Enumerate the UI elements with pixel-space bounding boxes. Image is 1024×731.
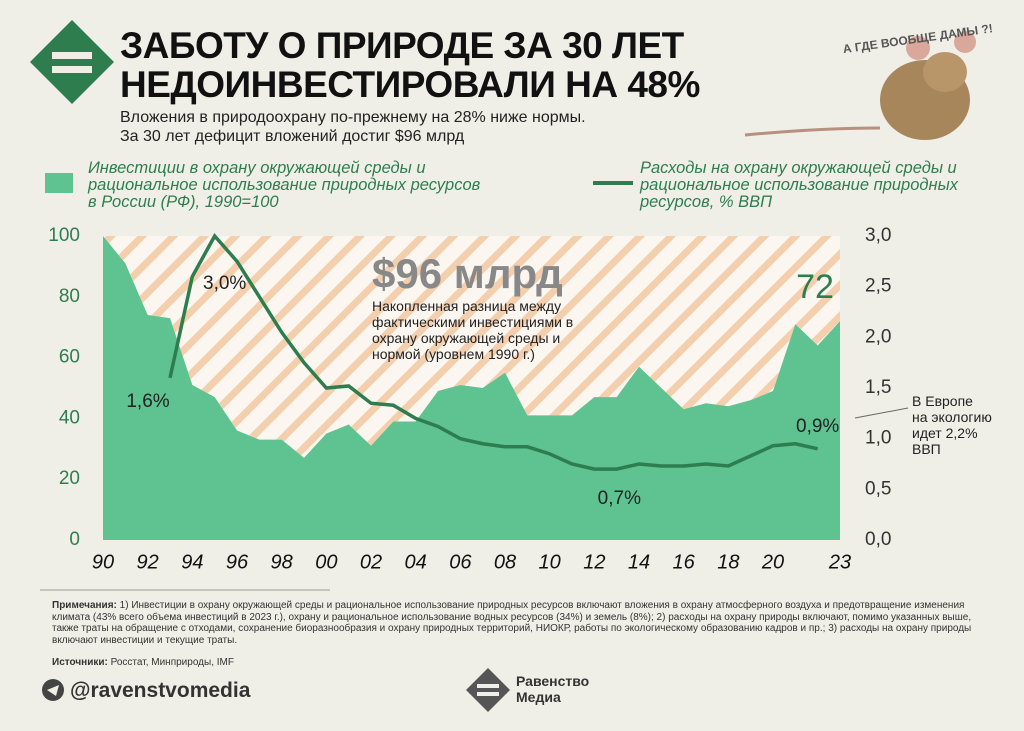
data-label: 0,9% (796, 416, 839, 437)
annotation-europe: В Европе на экологию идет 2,2% ВВП (912, 393, 992, 457)
x-tick-label: 00 (315, 551, 337, 573)
y-tick-label: 40 (59, 407, 80, 428)
subtitle-line: Вложения в природоохрану по-прежнему на … (120, 109, 586, 126)
x-tick-label: 06 (449, 551, 472, 573)
y2-tick-label: 0,5 (865, 478, 891, 499)
title-line: НЕДОИНВЕСТИРОВАЛИ НА 48% (120, 64, 700, 105)
x-tick-label: 10 (539, 551, 561, 573)
telegram-icon (47, 685, 59, 696)
logo-line: Равенство (516, 673, 590, 689)
notes-text: 1) Инвестиции в охрану окружающей среды … (52, 600, 972, 646)
x-tick-label: 16 (673, 551, 696, 573)
data-label: 3,0% (203, 273, 246, 294)
x-tick-label: 96 (226, 551, 249, 573)
logo-diamond (30, 20, 114, 104)
x-tick-label: 18 (717, 551, 739, 573)
y2-tick-label: 0,0 (865, 529, 891, 550)
y2-tick-label: 2,5 (865, 276, 891, 297)
title-line: ЗАБОТУ О ПРИРОДЕ ЗА 30 ЛЕТ (120, 25, 684, 66)
subtitle: Вложения в природоохрану по-прежнему на … (120, 108, 586, 146)
title: ЗАБОТУ О ПРИРОДЕ ЗА 30 ЛЕТ НЕДОИНВЕСТИРОВ… (120, 26, 700, 104)
data-label: 0,7% (598, 488, 641, 509)
plot: 721,6%3,0%0,7%0,9%0204060801000,00,51,01… (48, 225, 909, 573)
y2-tick-label: 3,0 (865, 225, 891, 246)
gap-hatch (103, 236, 840, 458)
y-tick-label: 100 (48, 225, 80, 246)
legend-label: Инвестиции в охрану окружающей среды и р… (88, 159, 481, 211)
x-tick-label: 12 (583, 551, 605, 573)
logo-bar (52, 66, 92, 73)
x-tick-label: 94 (181, 551, 203, 573)
y-tick-label: 20 (59, 468, 80, 489)
handle: @ravenstvomedia (70, 679, 251, 702)
annotation-text: Накопленная разница между фактическими и… (372, 298, 574, 362)
subtitle-line: За 30 лет дефицит вложений достиг $96 мл… (120, 128, 465, 145)
y2-tick-label: 1,0 (865, 428, 891, 449)
legend-swatch (45, 173, 73, 193)
logo-bar (52, 52, 92, 59)
x-tick-label: 04 (405, 551, 427, 573)
sources-label: Источники: (52, 657, 108, 668)
x-tick-label: 08 (494, 551, 516, 573)
y-tick-label: 0 (69, 529, 80, 550)
y-tick-label: 60 (59, 347, 80, 368)
logo-bar (477, 692, 499, 696)
x-tick-label: 23 (828, 551, 851, 573)
mouse (744, 31, 976, 140)
legend-label: Расходы на охрану окружающей среды и рац… (640, 159, 958, 211)
y2-tick-label: 2,0 (865, 326, 891, 347)
sources: Источники: Росстат, Минприроды, IMF (52, 657, 234, 668)
notes-label: Примечания: (52, 600, 117, 611)
data-label: 72 (796, 268, 834, 306)
x-tick-label: 92 (137, 551, 159, 573)
sources-text: Росстат, Минприроды, IMF (110, 657, 234, 668)
logo-text: Равенство Медиа (516, 673, 589, 705)
annotation-title: $96 млрд (372, 250, 563, 297)
x-tick-label: 20 (761, 551, 784, 573)
y-tick-label: 80 (59, 286, 80, 307)
leader-line (854, 407, 909, 419)
x-tick-label: 14 (628, 551, 650, 573)
logo-diamond (466, 668, 510, 712)
logo-line: Медиа (516, 689, 561, 705)
logo-bar (477, 684, 499, 688)
data-label: 1,6% (126, 391, 169, 412)
y2-tick-label: 1,5 (865, 377, 891, 398)
notes: Примечания: 1) Инвестиции в охрану окруж… (52, 600, 992, 646)
line (168, 232, 819, 471)
x-tick-label: 98 (271, 551, 293, 573)
x-tick-label: 02 (360, 551, 382, 573)
x-tick-label: 90 (92, 551, 114, 573)
